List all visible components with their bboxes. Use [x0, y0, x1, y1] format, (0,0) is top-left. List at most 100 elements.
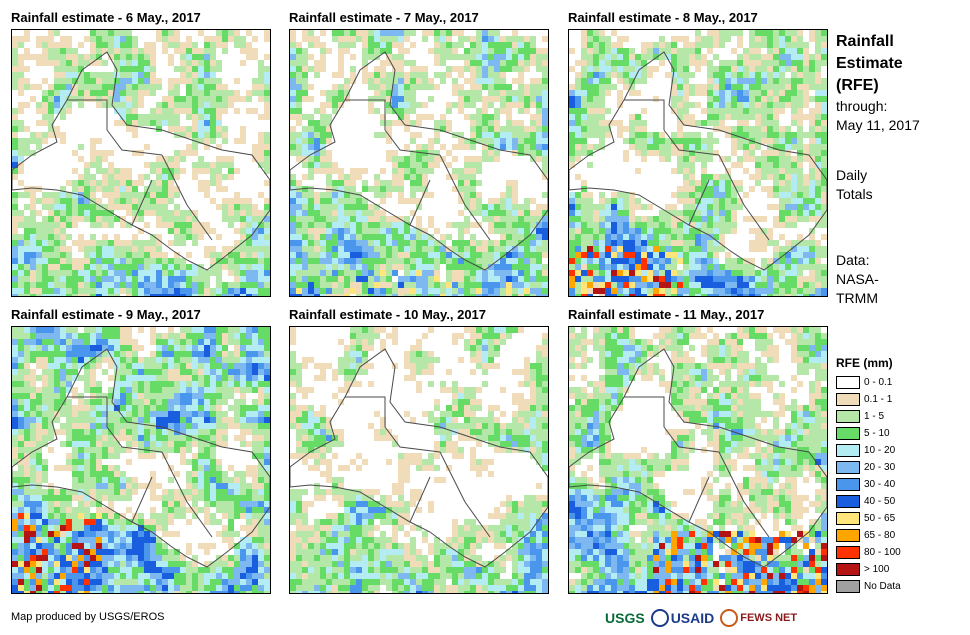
rainfall-cell — [314, 258, 320, 264]
coastline — [12, 51, 270, 271]
rainfall-cell — [18, 216, 24, 222]
rainfall-cell — [428, 84, 434, 90]
rainfall-cell — [689, 192, 695, 198]
rainfall-cell — [204, 351, 210, 357]
rainfall-cell — [470, 240, 476, 246]
rainfall-cell — [90, 294, 96, 296]
rainfall-cell — [605, 72, 611, 78]
rainfall-cell — [623, 156, 629, 162]
rainfall-cell — [446, 150, 452, 156]
rainfall-cell — [186, 84, 192, 90]
rainfall-cell — [90, 246, 96, 252]
rainfall-cell — [48, 363, 54, 369]
rainfall-cell — [228, 168, 234, 174]
rainfall-cell — [252, 345, 258, 351]
rainfall-cell — [707, 30, 713, 36]
rainfall-cell — [198, 186, 204, 192]
rainfall-cell — [500, 276, 506, 282]
rainfall-cell — [380, 180, 386, 186]
rainfall-cell — [198, 234, 204, 240]
rainfall-cell — [66, 423, 72, 429]
rainfall-cell — [120, 381, 126, 387]
rainfall-cell — [308, 204, 314, 210]
rainfall-cell — [464, 156, 470, 162]
rainfall-cell — [755, 120, 761, 126]
rainfall-cell — [66, 399, 72, 405]
rainfall-cell — [90, 405, 96, 411]
rainfall-cell — [743, 144, 749, 150]
rainfall-cell — [536, 126, 542, 132]
rainfall-cell — [428, 138, 434, 144]
rainfall-cell — [222, 246, 228, 252]
rainfall-cell — [797, 156, 803, 162]
rainfall-cell — [60, 210, 66, 216]
rainfall-cell — [126, 276, 132, 282]
rainfall-cell — [518, 228, 524, 234]
rainfall-cell — [42, 351, 48, 357]
rainfall-cell — [138, 216, 144, 222]
rainfall-cell — [120, 258, 126, 264]
rainfall-cell — [422, 162, 428, 168]
rainfall-cell — [78, 234, 84, 240]
rainfall-cell — [78, 246, 84, 252]
rainfall-cell — [398, 252, 404, 258]
rainfall-cell — [683, 84, 689, 90]
rainfall-cell — [302, 48, 308, 54]
rainfall-cell — [198, 102, 204, 108]
rainfall-cell — [168, 216, 174, 222]
rainfall-cell — [809, 138, 815, 144]
rainfall-cell — [156, 258, 162, 264]
rainfall-cell — [162, 333, 168, 339]
rainfall-cell — [216, 399, 222, 405]
rainfall-cell — [156, 369, 162, 375]
rainfall-cell — [677, 192, 683, 198]
rainfall-cell — [392, 186, 398, 192]
rainfall-cell — [12, 144, 18, 150]
rainfall-cell — [803, 246, 809, 252]
rainfall-cell — [168, 363, 174, 369]
rainfall-cell — [398, 186, 404, 192]
rainfall-cell — [326, 234, 332, 240]
rainfall-cell — [48, 381, 54, 387]
rainfall-cell — [198, 345, 204, 351]
rainfall-cell — [500, 264, 506, 270]
rainfall-cell — [803, 252, 809, 258]
rainfall-cell — [458, 270, 464, 276]
rainfall-cell — [102, 264, 108, 270]
rainfall-cell — [749, 276, 755, 282]
rainfall-cell — [162, 114, 168, 120]
rainfall-cell — [617, 276, 623, 282]
rainfall-cell — [174, 234, 180, 240]
rainfall-cell — [332, 186, 338, 192]
rainfall-cell — [192, 405, 198, 411]
rainfall-cell — [635, 60, 641, 66]
rainfall-cell — [671, 144, 677, 150]
rainfall-cell — [779, 48, 785, 54]
rainfall-cell — [707, 210, 713, 216]
rainfall-cell — [737, 288, 743, 294]
rainfall-cell — [398, 192, 404, 198]
rainfall-cell — [102, 276, 108, 282]
rainfall-cell — [761, 240, 767, 246]
rainfall-cell — [168, 258, 174, 264]
rainfall-cell — [332, 252, 338, 258]
rainfall-cell — [779, 264, 785, 270]
rainfall-cell — [494, 72, 500, 78]
rainfall-cell — [536, 60, 542, 66]
rainfall-cell — [174, 216, 180, 222]
rainfall-cell — [162, 369, 168, 375]
rainfall-cell — [767, 66, 773, 72]
rainfall-cell — [48, 258, 54, 264]
rainfall-cell — [707, 102, 713, 108]
rainfall-cell — [192, 168, 198, 174]
rainfall-cell — [252, 240, 258, 246]
rainfall-cell — [725, 282, 731, 288]
rainfall-cell — [665, 270, 671, 276]
rainfall-cell — [725, 60, 731, 66]
rainfall-cell — [392, 228, 398, 234]
rainfall-cell — [332, 288, 338, 294]
rainfall-cell — [332, 264, 338, 270]
rainfall-cell — [785, 60, 791, 66]
rainfall-cell — [785, 168, 791, 174]
rainfall-cell — [344, 48, 350, 54]
